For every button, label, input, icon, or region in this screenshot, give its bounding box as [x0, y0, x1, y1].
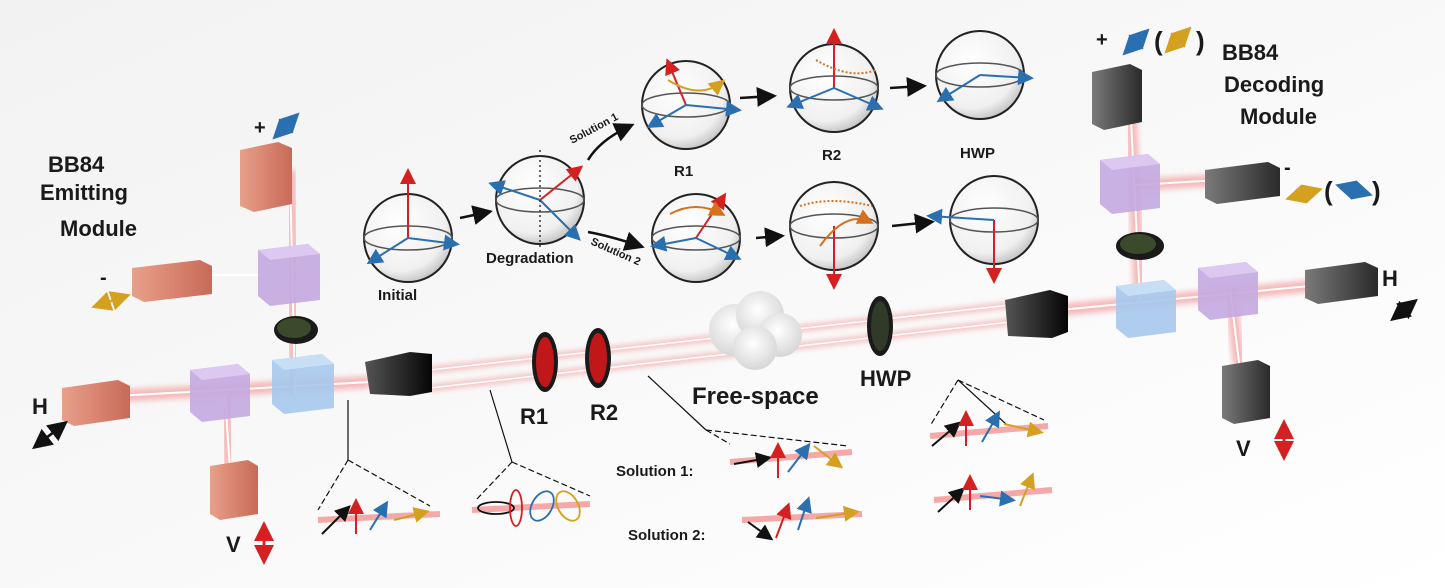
- decoder-paren-open-top: (: [1154, 26, 1163, 56]
- text-labels: BB84 Emitting Module BB84 Decoding Modul…: [32, 26, 1398, 557]
- decoder-detectors: [1092, 64, 1378, 424]
- free-space-cloud: [709, 291, 802, 370]
- emitter-waveplate: [274, 316, 318, 344]
- lens-emitter: [365, 352, 432, 396]
- label-solution1-state: Solution 1:: [616, 463, 694, 480]
- emitter-port-v: V: [226, 532, 241, 557]
- detector-minus: [1205, 162, 1280, 204]
- sphere-initial: [363, 168, 460, 283]
- detector-h: [1305, 262, 1378, 304]
- decoder-port-minus: -: [1284, 157, 1291, 179]
- callout-emitter: [317, 400, 441, 535]
- callout-degraded: [471, 389, 591, 527]
- decoder-port-h: H: [1382, 266, 1398, 291]
- label-r1-component: R1: [520, 404, 548, 429]
- laser-minus-emitter: [132, 260, 212, 302]
- bloch-spheres: [363, 28, 1039, 290]
- detector-plus: [1092, 64, 1142, 130]
- emitter-beam-splitters: [190, 244, 334, 422]
- emitting-module-line3: Module: [60, 216, 137, 241]
- decoding-module-line3: Module: [1240, 104, 1317, 129]
- sphere-hwp-solution2: [926, 175, 1039, 284]
- sphere-r2-solution1: [786, 28, 884, 133]
- lenses: [365, 290, 1068, 396]
- hwp-plate: [867, 296, 893, 356]
- emitter-port-minus: -: [100, 267, 107, 289]
- sphere-degradation: [488, 150, 585, 250]
- label-hwp-sphere: HWP: [960, 145, 995, 162]
- laser-plus-emitter: [240, 142, 292, 212]
- decoding-module-line2: Decoding: [1224, 72, 1324, 97]
- pbs-cube-blue-decoder: [1116, 280, 1176, 338]
- laser-h-emitter: [62, 380, 130, 426]
- detector-v: [1222, 360, 1270, 424]
- decoding-module-line1: BB84: [1222, 40, 1279, 65]
- label-degradation: Degradation: [486, 250, 574, 267]
- flow-arrows: [459, 76, 935, 251]
- label-initial: Initial: [378, 287, 417, 304]
- decoder-paren-open-mid: (: [1324, 176, 1333, 206]
- decoder-beam-splitters: [1100, 154, 1258, 338]
- decoder-paren-close-mid: ): [1372, 176, 1381, 206]
- sphere-r1-solution1: [641, 58, 742, 150]
- rotator-plates: [532, 328, 611, 392]
- emitter-lasers: [62, 142, 292, 520]
- pbs-cube-purple-decoder-right: [1198, 262, 1258, 320]
- state-callouts: [317, 375, 1053, 541]
- pbs-cube-blue: [272, 354, 334, 414]
- lens-decoder: [1005, 290, 1068, 338]
- pbs-cube-purple-decoder-top: [1100, 154, 1160, 214]
- sphere-r1-solution2: [650, 192, 742, 283]
- pbs-cube-purple-bottom: [190, 364, 250, 422]
- decoder-port-v: V: [1236, 436, 1251, 461]
- decoder-port-plus: +: [1096, 29, 1108, 51]
- emitting-module-line1: BB84: [48, 152, 105, 177]
- callout-after-rotators: [647, 375, 863, 541]
- decoder-waveplate: [1116, 232, 1164, 260]
- label-solution2-state: Solution 2:: [628, 527, 706, 544]
- label-r1-sphere: R1: [674, 163, 693, 180]
- port-polarization-arrows: [32, 26, 1418, 565]
- emitter-port-plus: +: [254, 117, 266, 139]
- pbs-cube-purple-top: [258, 244, 320, 306]
- sphere-r2-solution2: [789, 181, 879, 290]
- sphere-hwp-solution1: [935, 30, 1034, 120]
- label-hwp-component: HWP: [860, 366, 911, 391]
- emitter-port-h: H: [32, 394, 48, 419]
- label-free-space: Free-space: [692, 383, 819, 410]
- laser-v-emitter: [210, 460, 258, 520]
- label-r2-component: R2: [590, 400, 618, 425]
- callout-after-hwp: [929, 379, 1053, 513]
- label-r2-sphere: R2: [822, 147, 841, 164]
- decoder-paren-close-top: ): [1196, 26, 1205, 56]
- emitting-module-line2: Emitting: [40, 180, 128, 205]
